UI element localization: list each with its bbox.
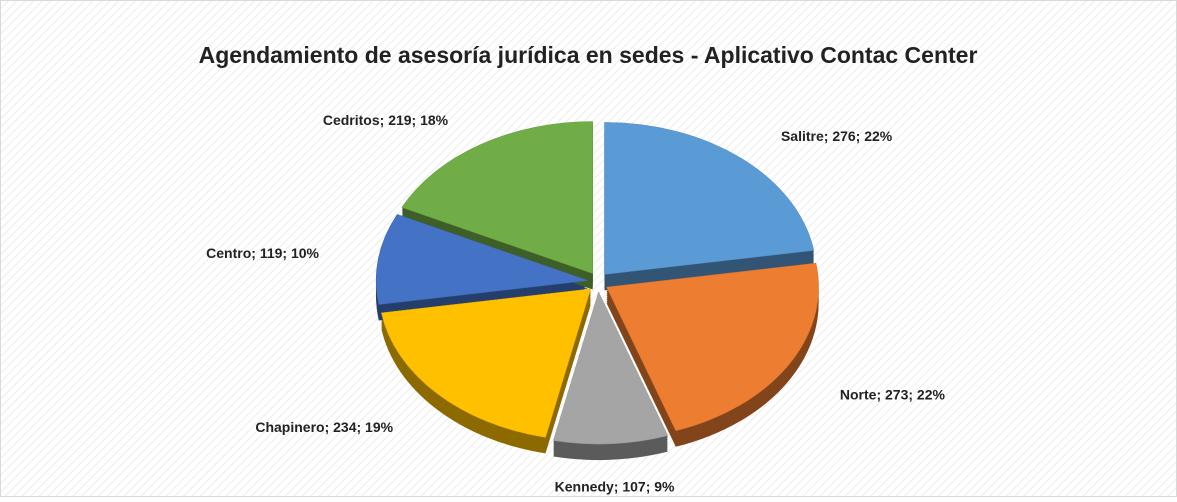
data-label: Kennedy; 107; 9% [555, 478, 675, 494]
slice [553, 291, 669, 445]
data-label: Chapinero; 234; 19% [255, 419, 393, 435]
data-label: Norte; 273; 22% [840, 386, 946, 402]
slice [375, 214, 589, 305]
slice [381, 288, 592, 438]
slice [401, 121, 593, 274]
slice [604, 122, 815, 275]
pie [375, 121, 819, 445]
data-label: Salitre; 276; 22% [781, 128, 893, 144]
data-label: Cedritos; 219; 18% [323, 112, 449, 128]
chart-title: Agendamiento de asesoría jurídica en sed… [199, 42, 978, 68]
slice [606, 262, 819, 432]
data-label: Centro; 119; 10% [206, 245, 319, 261]
